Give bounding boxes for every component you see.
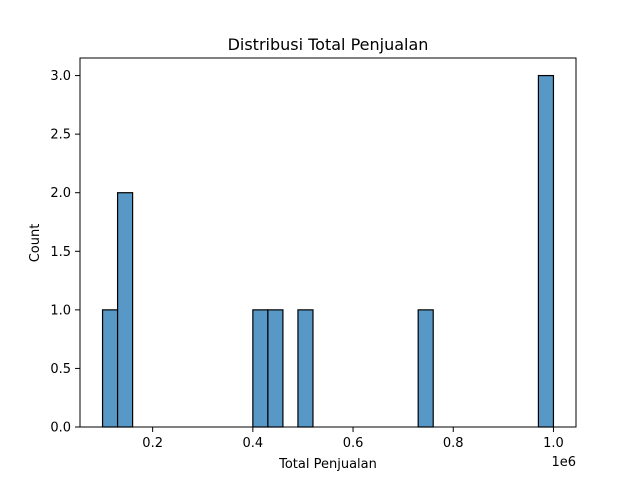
x-tick-label: 0.8 [443, 436, 464, 451]
y-axis-label: Count [28, 224, 43, 263]
x-tick-label: 0.2 [142, 436, 163, 451]
chart-title: Distribusi Total Penjualan [228, 35, 429, 54]
y-tick-label: 1.0 [50, 303, 71, 318]
histogram-bar [101, 309, 119, 428]
y-tick-label: 0.0 [50, 421, 71, 436]
bars-group [101, 74, 555, 428]
x-tick-label: 0.6 [343, 436, 364, 451]
x-axis-offset-label: 1e6 [551, 455, 576, 470]
y-tick-label: 2.5 [50, 128, 71, 143]
histogram-bar [417, 309, 434, 428]
y-tick-label: 1.5 [50, 245, 71, 260]
histogram-bar [116, 192, 134, 428]
x-tick-label: 1.0 [543, 436, 564, 451]
x-tick-label: 0.4 [243, 436, 264, 451]
histogram-bar [297, 309, 314, 428]
y-tick-label: 0.5 [50, 362, 71, 377]
x-axis-ticks: 0.2 0.4 0.6 0.8 1.0 [142, 427, 564, 451]
histogram-bar [267, 309, 284, 428]
x-axis-label: Total Penjualan [278, 457, 377, 472]
plot-frame [79, 57, 577, 428]
y-tick-label: 3.0 [50, 69, 71, 84]
y-tick-label: 2.0 [50, 186, 71, 201]
histogram-bar [252, 309, 269, 428]
y-axis-ticks: 0.0 0.5 1.0 1.5 2.0 2.5 3.0 [50, 69, 80, 436]
histogram-bar [537, 74, 555, 428]
